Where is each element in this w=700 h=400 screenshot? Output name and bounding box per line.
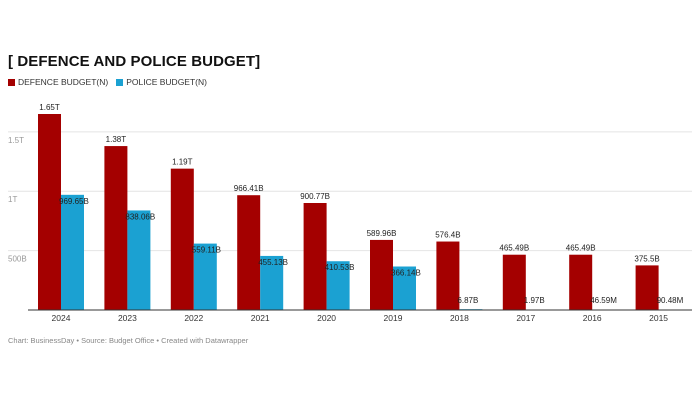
legend-item-defence: DEFENCE BUDGET(N) (8, 77, 108, 87)
defence-value-label: 465.49B (566, 244, 596, 253)
x-tick-label: 2020 (317, 313, 336, 323)
legend-label-police: POLICE BUDGET(N) (126, 77, 207, 87)
y-tick-label: 1.5T (8, 136, 24, 145)
police-bar (326, 261, 350, 310)
x-tick-label: 2015 (649, 313, 668, 323)
police-value-label: 838.06B (125, 212, 155, 221)
police-value-label: 6.87B (457, 296, 478, 305)
x-tick-label: 2017 (516, 313, 535, 323)
x-tick-label: 2021 (251, 313, 270, 323)
chart-title: [ DEFENCE AND POLICE BUDGET] (8, 53, 261, 70)
police-value-label: 559.11B (192, 246, 221, 255)
defence-value-label: 1.65T (39, 103, 60, 112)
police-value-label: 410.53B (325, 263, 355, 272)
x-tick-label: 2022 (184, 313, 203, 323)
defence-bar (370, 239, 393, 310)
defence-value-label: 1.19T (172, 158, 193, 167)
police-value-label: 455.13B (258, 258, 288, 267)
police-value-label: 90.48M (657, 296, 684, 305)
police-value-label: 1.97B (524, 296, 545, 305)
defence-value-label: 966.41B (234, 184, 264, 193)
defence-value-label: 589.96B (367, 229, 397, 238)
x-tick-label: 2018 (450, 313, 469, 323)
defence-value-label: 900.77B (300, 192, 330, 201)
x-tick-label: 2019 (384, 313, 403, 323)
defence-value-label: 465.49B (499, 244, 529, 253)
defence-bar (436, 241, 460, 310)
police-bar (193, 243, 217, 310)
defence-bar (170, 168, 194, 310)
legend-item-police: POLICE BUDGET(N) (116, 77, 207, 87)
y-tick-label: 1T (8, 195, 17, 204)
legend-swatch-police (116, 78, 124, 86)
defence-bar (237, 195, 261, 310)
police-bar (61, 194, 84, 310)
police-bar (393, 266, 416, 310)
legend-label-defence: DEFENCE BUDGET(N) (18, 77, 109, 87)
defence-value-label: 375.5B (634, 254, 659, 263)
y-tick-label: 500B (8, 255, 27, 264)
defence-bar (502, 254, 526, 310)
police-value-label: 46.59M (590, 296, 617, 305)
x-tick-label: 2024 (52, 313, 71, 323)
police-value-label: 366.14B (391, 269, 421, 278)
defence-bar (303, 202, 327, 310)
defence-bar (635, 265, 659, 310)
chart-footer: Chart: BusinessDay • Source: Budget Offi… (8, 336, 249, 345)
legend: DEFENCE BUDGET(N) POLICE BUDGET(N) (8, 77, 215, 87)
defence-bar (104, 146, 128, 310)
defence-bar (38, 114, 61, 310)
defence-value-label: 1.38T (106, 135, 127, 144)
police-value-label: 969.65B (59, 197, 89, 206)
defence-bar (569, 254, 593, 310)
legend-swatch-defence (8, 78, 15, 86)
defence-value-label: 576.4B (435, 231, 460, 240)
x-tick-label: 2016 (583, 313, 602, 323)
x-tick-label: 2023 (118, 313, 137, 323)
police-bar (260, 255, 284, 310)
police-bar (127, 210, 151, 310)
